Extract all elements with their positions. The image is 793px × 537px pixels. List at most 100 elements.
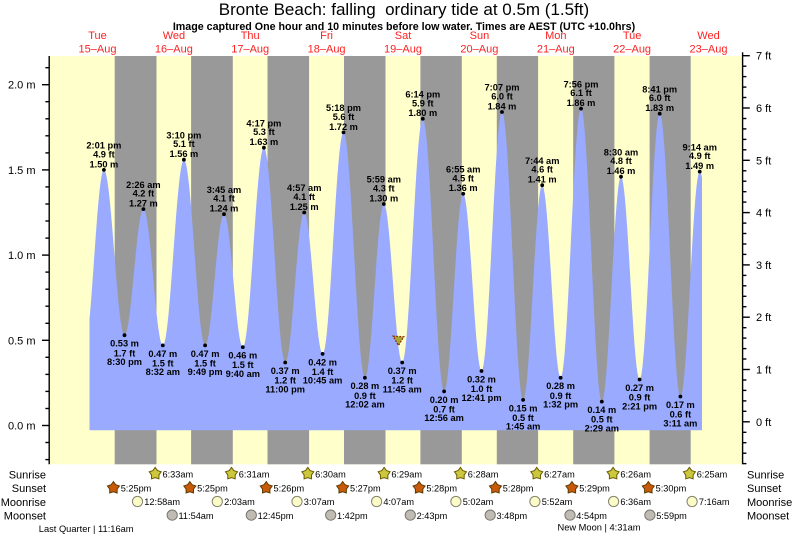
svg-text:0.9 ft: 0.9 ft <box>550 391 572 401</box>
svg-text:0.5 ft: 0.5 ft <box>512 413 534 423</box>
svg-text:4.2 ft: 4.2 ft <box>133 189 155 199</box>
svg-text:18–Aug: 18–Aug <box>308 44 346 56</box>
svg-text:3:10 pm: 3:10 pm <box>166 130 201 140</box>
svg-text:4:07am: 4:07am <box>383 497 414 507</box>
svg-text:15–Aug: 15–Aug <box>79 44 117 56</box>
svg-text:Moonrise: Moonrise <box>747 497 792 509</box>
svg-text:1.83 m: 1.83 m <box>645 103 674 113</box>
svg-text:8:32 am: 8:32 am <box>146 367 180 377</box>
svg-text:1.2 ft: 1.2 ft <box>391 376 413 386</box>
svg-text:3:07am: 3:07am <box>304 497 335 507</box>
svg-text:4.9 ft: 4.9 ft <box>689 151 711 161</box>
svg-text:6:28am: 6:28am <box>468 470 499 480</box>
svg-text:0.7 ft: 0.7 ft <box>433 405 455 415</box>
svg-text:Moonset: Moonset <box>4 510 46 522</box>
svg-text:8:30 am: 8:30 am <box>604 147 638 157</box>
svg-text:9:40 am: 9:40 am <box>226 369 260 379</box>
svg-text:5.6 ft: 5.6 ft <box>333 112 355 122</box>
svg-text:0.5 m: 0.5 m <box>8 335 36 347</box>
svg-text:5:28pm: 5:28pm <box>426 484 457 494</box>
svg-text:0.32 m: 0.32 m <box>467 374 496 384</box>
svg-text:6:27am: 6:27am <box>544 470 575 480</box>
svg-text:16–Aug: 16–Aug <box>155 44 193 56</box>
svg-text:8:30 pm: 8:30 pm <box>107 357 142 367</box>
svg-text:6.0 ft: 6.0 ft <box>491 92 513 102</box>
svg-text:0.42 m: 0.42 m <box>308 357 337 367</box>
svg-text:4.6 ft: 4.6 ft <box>531 165 553 175</box>
svg-text:2:21 pm: 2:21 pm <box>622 401 657 411</box>
svg-text:9:49 pm: 9:49 pm <box>188 367 223 377</box>
svg-text:Wed: Wed <box>163 30 185 42</box>
svg-text:0.9 ft: 0.9 ft <box>354 391 376 401</box>
svg-text:7:07 pm: 7:07 pm <box>485 83 520 93</box>
svg-text:19–Aug: 19–Aug <box>384 44 422 56</box>
svg-text:5:52am: 5:52am <box>542 497 573 507</box>
svg-text:5:27pm: 5:27pm <box>350 484 381 494</box>
svg-text:20–Aug: 20–Aug <box>460 44 498 56</box>
svg-text:Fri: Fri <box>320 30 333 42</box>
svg-text:0.9 ft: 0.9 ft <box>629 393 651 403</box>
svg-text:23–Aug: 23–Aug <box>690 44 728 56</box>
svg-text:11:45 am: 11:45 am <box>383 384 422 394</box>
svg-text:1.5 ft: 1.5 ft <box>232 360 254 370</box>
svg-text:0.0 m: 0.0 m <box>8 421 36 433</box>
svg-text:Mon: Mon <box>545 30 566 42</box>
svg-text:0.14 m: 0.14 m <box>587 405 616 415</box>
svg-text:6:31am: 6:31am <box>239 470 270 480</box>
svg-text:7:44 am: 7:44 am <box>525 156 559 166</box>
svg-text:6:33am: 6:33am <box>163 470 194 480</box>
svg-text:5.9 ft: 5.9 ft <box>412 98 434 108</box>
svg-text:0.5 ft: 0.5 ft <box>591 415 613 425</box>
svg-text:0.28 m: 0.28 m <box>546 381 575 391</box>
svg-text:New Moon | 4:31am: New Moon | 4:31am <box>557 523 640 533</box>
svg-text:1:42pm: 1:42pm <box>337 511 368 521</box>
svg-text:5:59 am: 5:59 am <box>367 175 401 185</box>
svg-text:8:41 pm: 8:41 pm <box>642 84 677 94</box>
svg-text:Tue: Tue <box>88 30 107 42</box>
svg-text:0.15 m: 0.15 m <box>509 403 538 413</box>
svg-text:3:48pm: 3:48pm <box>497 511 528 521</box>
svg-text:Sunrise: Sunrise <box>747 469 784 481</box>
svg-text:1.36 m: 1.36 m <box>449 183 478 193</box>
svg-text:Bronte Beach: falling ordinar: Bronte Beach: falling ordinary tide at 0… <box>219 0 589 19</box>
svg-text:Tue: Tue <box>623 30 642 42</box>
svg-text:Sunset: Sunset <box>747 483 781 495</box>
svg-text:1.49 m: 1.49 m <box>685 161 714 171</box>
svg-text:17–Aug: 17–Aug <box>231 44 269 56</box>
svg-text:6.0 ft: 6.0 ft <box>649 93 671 103</box>
svg-text:1.50 m: 1.50 m <box>89 159 118 169</box>
svg-text:5:25pm: 5:25pm <box>121 484 152 494</box>
svg-text:4:57 am: 4:57 am <box>287 183 321 193</box>
svg-text:11:54am: 11:54am <box>179 511 214 521</box>
svg-text:2:26 am: 2:26 am <box>126 180 160 190</box>
svg-text:Moonset: Moonset <box>747 510 789 522</box>
svg-text:12:45pm: 12:45pm <box>258 511 294 521</box>
svg-text:22–Aug: 22–Aug <box>613 44 651 56</box>
svg-text:0 ft: 0 ft <box>756 417 771 429</box>
svg-text:0.27 m: 0.27 m <box>625 383 654 393</box>
svg-text:6:29am: 6:29am <box>391 470 422 480</box>
svg-text:9:14 am: 9:14 am <box>682 142 716 152</box>
svg-text:1:32 pm: 1:32 pm <box>543 400 578 410</box>
svg-text:0.46 m: 0.46 m <box>228 351 257 361</box>
svg-text:6:36am: 6:36am <box>620 497 651 507</box>
svg-text:Wed: Wed <box>697 30 719 42</box>
svg-text:1.2 ft: 1.2 ft <box>274 376 296 386</box>
svg-text:1.0 ft: 1.0 ft <box>471 384 493 394</box>
svg-text:5:02am: 5:02am <box>463 497 494 507</box>
svg-text:1.5 ft: 1.5 ft <box>194 359 216 369</box>
svg-text:6:25am: 6:25am <box>697 470 728 480</box>
svg-text:12:58am: 12:58am <box>144 497 180 507</box>
svg-text:6:26am: 6:26am <box>620 470 651 480</box>
svg-text:12:56 am: 12:56 am <box>424 413 464 423</box>
svg-text:1.80 m: 1.80 m <box>408 108 437 118</box>
svg-text:1.0 m: 1.0 m <box>8 250 36 262</box>
svg-text:1.86 m: 1.86 m <box>567 98 596 108</box>
svg-text:Image captured One hour and 10: Image captured One hour and 10 minutes b… <box>173 21 636 33</box>
svg-text:Moonrise: Moonrise <box>1 497 46 509</box>
svg-text:7:56 pm: 7:56 pm <box>564 79 599 89</box>
svg-text:6.1 ft: 6.1 ft <box>570 88 592 98</box>
svg-text:3:11 am: 3:11 am <box>663 418 697 428</box>
svg-text:2:03am: 2:03am <box>224 497 255 507</box>
svg-text:11:00 pm: 11:00 pm <box>265 384 305 394</box>
